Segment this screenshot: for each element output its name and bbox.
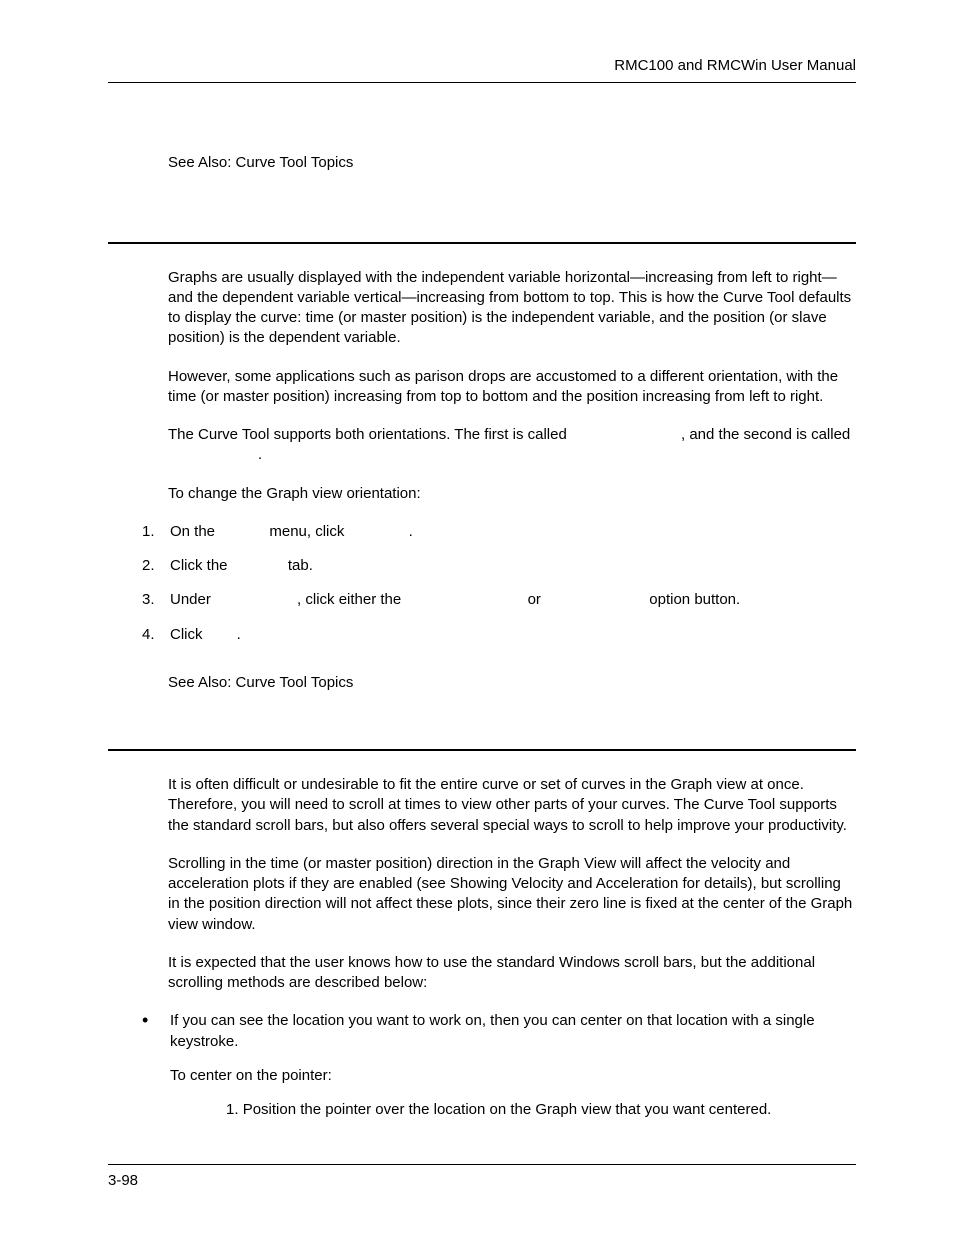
step-1-num: 1. [142,522,155,542]
step-1-c: . [409,523,413,540]
footer-rule [108,1164,856,1165]
footer: 3-98 [108,1164,856,1191]
step-2-b: tab. [284,557,313,574]
orientation-p2: However, some applications such as paris… [168,367,856,408]
see-also-prev: See Also: Curve Tool Topics [168,153,856,173]
bullet-center-pointer: • If you can see the location you want t… [142,1011,856,1120]
scrolling-bullets: • If you can see the location you want t… [142,1011,856,1120]
scrolling-p1: It is often difficult or undesirable to … [168,775,856,836]
orientation-p3-c: . [258,446,262,463]
page-number: 3-98 [108,1171,856,1191]
step-2: 2. Click the tab. [142,556,856,576]
see-also-orientation: See Also: Curve Tool Topics [168,673,856,693]
header-manual-title: RMC100 and RMCWin User Manual [108,56,856,76]
scrolling-p3: It is expected that the user knows how t… [168,953,856,994]
step-4: 4. Click . [142,625,856,645]
step-1: 1. On the menu, click . [142,522,856,542]
step-3-b: , click either the [297,591,405,608]
step-4-num: 4. [142,625,155,645]
step-3-num: 3. [142,590,155,610]
step-2-num: 2. [142,556,155,576]
step-3-a: Under [170,591,215,608]
step-3-c: or [523,591,545,608]
orientation-steps: 1. On the menu, click . 2. Click the tab… [142,522,856,645]
orientation-p3-b: , and the second is called [681,426,850,443]
substep-1-text: Position the pointer over the location o… [243,1101,772,1118]
step-4-b: . [237,626,241,643]
bullet-p1: If you can see the location you want to … [170,1011,856,1052]
step-2-a: Click the [170,557,232,574]
bullet-icon: • [142,1011,148,1029]
orientation-p4: To change the Graph view orientation: [168,484,856,504]
bullet-substeps: 1. Position the pointer over the locatio… [198,1100,856,1120]
step-1-a: On the [170,523,219,540]
step-3-d: option button. [645,591,740,608]
step-3: 3. Under , click either the or option bu… [142,590,856,610]
orientation-p1: Graphs are usually displayed with the in… [168,268,856,349]
section-rule-1 [108,242,856,244]
step-1-b: menu, click [265,523,348,540]
substep-1: 1. Position the pointer over the locatio… [198,1100,856,1120]
orientation-p3-a: The Curve Tool supports both orientation… [168,426,571,443]
scrolling-p2: Scrolling in the time (or master positio… [168,854,856,935]
orientation-p3: The Curve Tool supports both orientation… [168,425,856,466]
step-4-a: Click [170,626,207,643]
bullet-p2: To center on the pointer: [170,1066,856,1086]
section-rule-2 [108,749,856,751]
substep-1-num: 1. [226,1101,239,1118]
